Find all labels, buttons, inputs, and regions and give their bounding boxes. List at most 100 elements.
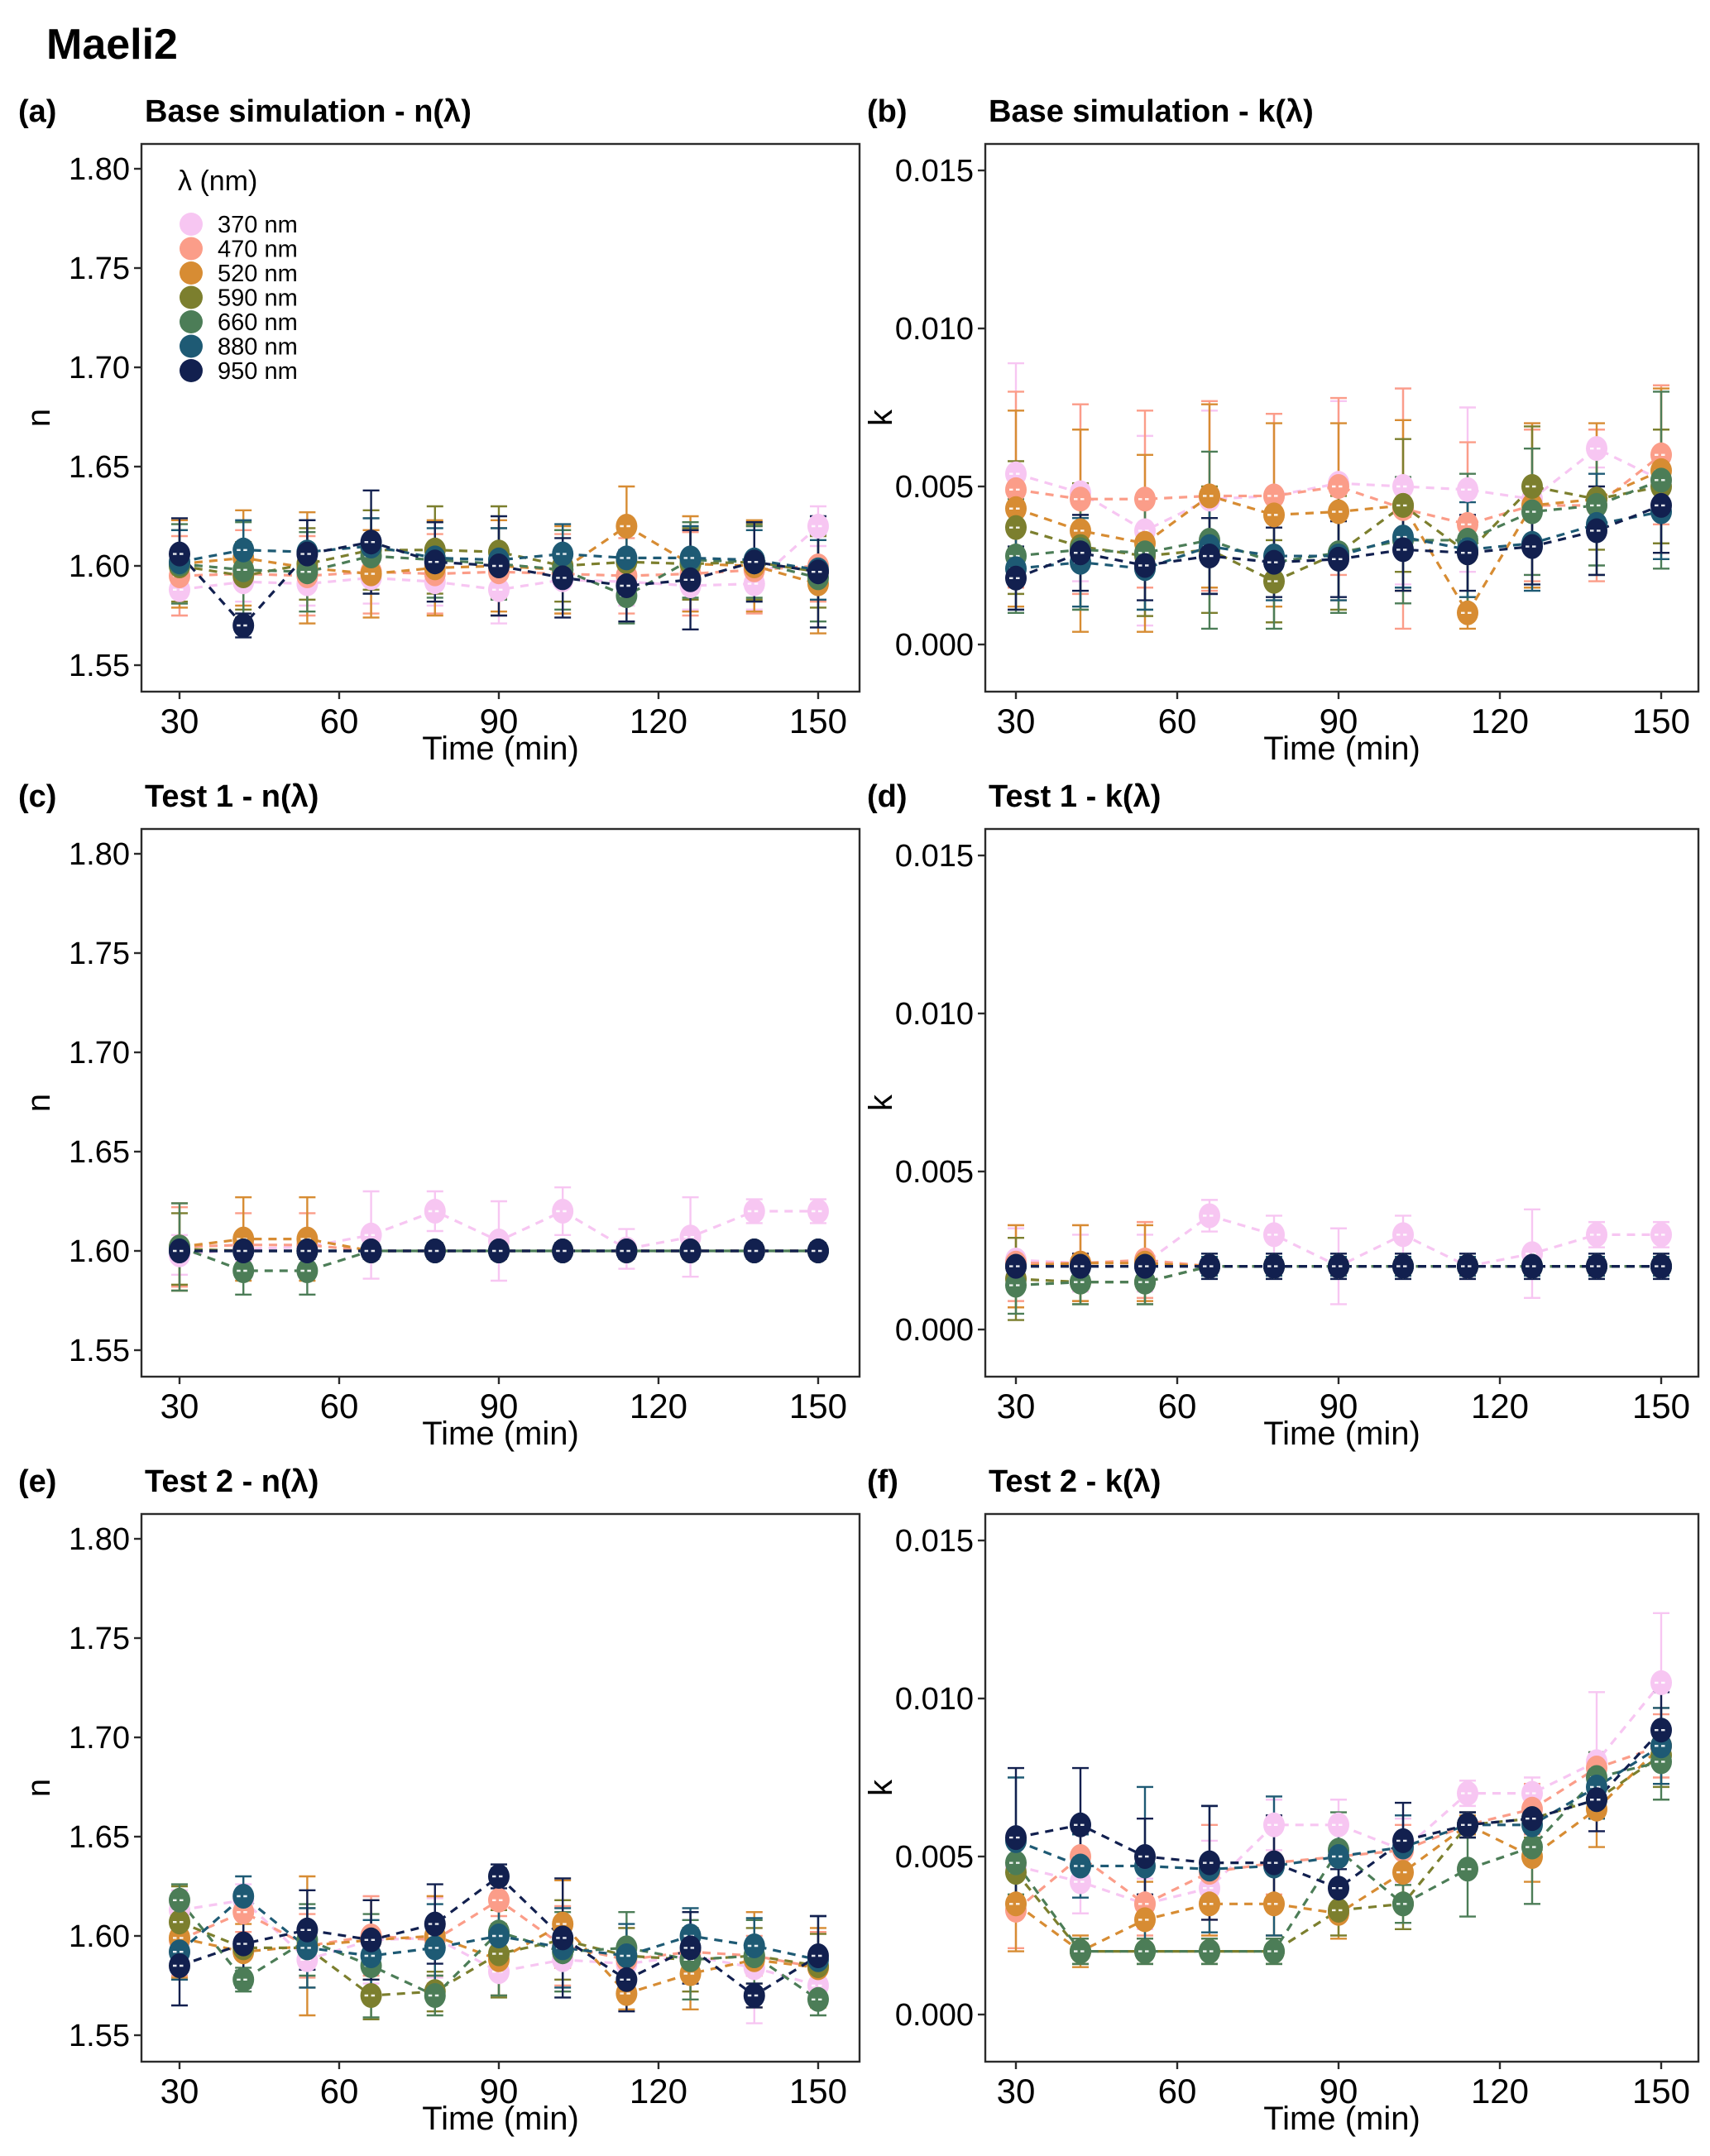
y-tick-label: 1.75 [69, 937, 130, 971]
x-tick-label: 90 [480, 702, 519, 740]
x-axis-title: Time (min) [1263, 2101, 1420, 2137]
y-tick-label: 1.55 [69, 649, 130, 683]
legend-swatch-950nm [180, 359, 203, 382]
x-tick-label: 90 [1320, 2072, 1358, 2110]
y-tick-label: 1.80 [69, 152, 130, 187]
y-tick-label: 0.000 [895, 1313, 974, 1348]
x-tick-label: 150 [1632, 2072, 1690, 2110]
panel-e-border [140, 1512, 861, 2063]
panel-d-plot: 0.015 0.010 0.005 0.000 k 30 60 90 120 150 Time (m… [863, 827, 1700, 1452]
y-tick-label: 0.000 [895, 628, 974, 663]
y-tick-label: 1.80 [69, 837, 130, 872]
y-axis-title: n [21, 1779, 57, 1797]
series-660nm-line [179, 1245, 818, 1272]
x-tick-label: 150 [789, 1387, 847, 1425]
y-tick-label: 1.65 [69, 450, 130, 485]
x-tick-label: 120 [1471, 1387, 1529, 1425]
panel-c-points [169, 1199, 829, 1283]
x-tick-label: 150 [789, 702, 847, 740]
x-tick-label: 150 [789, 2072, 847, 2110]
panel-f-x-axis: 30 60 90 120 150 Time (min) [997, 2062, 1690, 2137]
y-tick-label: 1.80 [69, 1522, 130, 1557]
y-tick-label: 0.005 [895, 1840, 974, 1875]
panel-a-y-axis: 1.80 1.75 1.70 1.65 1.60 1.55 n [21, 152, 141, 683]
legend-title: λ (nm) [178, 165, 257, 197]
x-tick-label: 60 [1158, 2072, 1197, 2110]
legend-label-370nm: 370 nm [218, 212, 298, 238]
x-tick-label: 90 [480, 1387, 519, 1425]
legend-label-880nm: 880 nm [218, 334, 298, 361]
y-axis-title: k [863, 1779, 899, 1796]
x-tick-label: 120 [630, 702, 687, 740]
panel-f-title: Test 2 - k(λ) [989, 1464, 1162, 1499]
x-tick-label: 30 [160, 2072, 199, 2110]
panel-d-title: Test 1 - k(λ) [989, 779, 1162, 814]
y-axis-title: k [863, 1094, 899, 1111]
x-tick-label: 120 [1471, 2072, 1529, 2110]
x-axis-title: Time (min) [422, 1416, 579, 1452]
y-tick-label: 1.65 [69, 1135, 130, 1170]
panel-e-label: (e) [18, 1464, 57, 1499]
x-tick-label: 120 [630, 2072, 687, 2110]
series-950nm-points [169, 1864, 829, 2008]
panel-f-plot: 0.015 0.010 0.005 0.000 k 30 60 90 120 150 Time (m… [863, 1512, 1700, 2137]
x-tick-label: 30 [997, 702, 1036, 740]
y-tick-label: 1.75 [69, 252, 130, 286]
y-tick-label: 0.015 [895, 154, 974, 189]
panel-c-plot: 1.80 1.75 1.70 1.65 1.60 1.55 n 30 60 90 120 150 Tim… [21, 827, 861, 1452]
panel-b-y-axis: 0.015 0.010 0.005 0.000 k [863, 154, 985, 663]
panel-c-x-axis: 30 60 90 120 150 Time (min) [160, 1377, 847, 1452]
panel-b-title: Base simulation - k(λ) [989, 94, 1314, 129]
panel-d-y-axis: 0.015 0.010 0.005 0.000 k [863, 839, 985, 1348]
legend-swatch-590nm [180, 285, 203, 309]
panel-b-label: (b) [867, 94, 908, 129]
panel-b-border [984, 142, 1700, 693]
panel-e-title: Test 2 - n(λ) [145, 1464, 319, 1499]
y-axis-title: n [21, 1094, 57, 1112]
legend-swatch-660nm [180, 310, 203, 333]
legend-label-590nm: 590 nm [218, 285, 298, 312]
panel-c-y-axis: 1.80 1.75 1.70 1.65 1.60 1.55 n [21, 837, 141, 1368]
y-tick-label: 1.60 [69, 549, 130, 584]
y-tick-label: 1.65 [69, 1820, 130, 1855]
y-tick-label: 0.010 [895, 1682, 974, 1717]
y-tick-label: 0.015 [895, 1524, 974, 1559]
panel-b-x-axis: 30 60 90 120 150 Time (min) [997, 692, 1690, 767]
series-950nm-points [1005, 492, 1672, 591]
series-950nm-line [1015, 1729, 1663, 1890]
x-tick-label: 90 [480, 2072, 519, 2110]
y-tick-label: 0.010 [895, 312, 974, 347]
legend-swatch-880nm [180, 334, 203, 358]
panel-d-x-axis: 30 60 90 120 150 Time (min) [997, 1377, 1690, 1452]
panel-d-label: (d) [867, 779, 908, 814]
panel-f-border [984, 1512, 1700, 2063]
legend-label-470nm: 470 nm [218, 237, 298, 263]
panel-b-plot: 0.015 0.010 0.005 0.000 k 30 60 90 120 150 Time (m… [863, 142, 1700, 767]
y-axis-title: k [863, 409, 899, 426]
series-950nm-points [1005, 1718, 1672, 1901]
series-660nm-line [179, 554, 819, 597]
y-tick-label: 1.55 [69, 1334, 130, 1368]
series-590nm-line [179, 549, 819, 577]
panel-a-x-axis: 30 60 90 120 150 Time (min) [160, 692, 847, 767]
panel-d-points [1005, 1203, 1672, 1298]
x-tick-label: 120 [630, 1387, 687, 1425]
panel-e-y-axis: 1.80 1.75 1.70 1.65 1.60 1.55 n [21, 1522, 141, 2053]
y-tick-label: 1.75 [69, 1622, 130, 1656]
x-tick-label: 150 [1632, 702, 1690, 740]
x-tick-label: 60 [1158, 702, 1197, 740]
x-tick-label: 30 [997, 1387, 1036, 1425]
x-axis-title: Time (min) [1263, 731, 1420, 767]
panel-c-title: Test 1 - n(λ) [145, 779, 319, 814]
panel-e-plot: 1.80 1.75 1.70 1.65 1.60 1.55 n 30 60 90 120 150 Tim… [21, 1512, 861, 2137]
series-470nm-line [1015, 453, 1662, 526]
series-880nm-line [179, 544, 819, 572]
panel-f-points [1005, 1670, 1672, 1964]
y-tick-label: 0.010 [895, 997, 974, 1032]
series-950nm-points [169, 529, 829, 638]
x-tick-label: 120 [1471, 702, 1529, 740]
x-tick-label: 30 [160, 702, 199, 740]
legend-swatch-520nm [180, 261, 203, 285]
